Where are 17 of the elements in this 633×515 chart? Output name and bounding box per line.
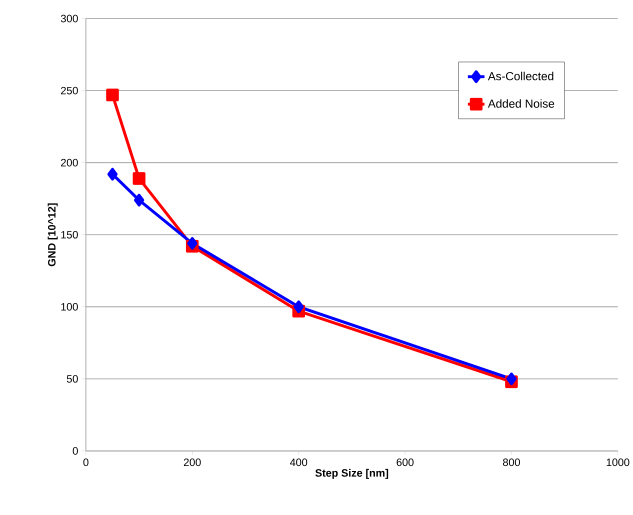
x-tick-label: 600: [396, 458, 414, 466]
y-tick-label: 100: [61, 302, 78, 310]
y-tick-label: 50: [66, 374, 78, 382]
x-tick-label: 400: [290, 458, 308, 466]
x-axis-title: Step Size [nm]: [315, 468, 388, 479]
x-tick-label: 800: [503, 458, 520, 466]
y-tick-label: 0: [72, 446, 78, 455]
x-tick-label: 1000: [606, 458, 630, 466]
y-tick-label: 250: [61, 86, 78, 94]
y-axis-title: GND [10^12]: [48, 203, 58, 266]
legend-label: As-Collected: [488, 72, 554, 80]
x-tick-label: 200: [184, 458, 201, 466]
y-tick-label: 200: [61, 158, 78, 166]
y-tick-label: 300: [60, 14, 78, 22]
legend-label: Added Noise: [488, 99, 554, 108]
x-tick-label: 0: [83, 458, 88, 466]
y-tick-label: 150: [61, 230, 78, 238]
